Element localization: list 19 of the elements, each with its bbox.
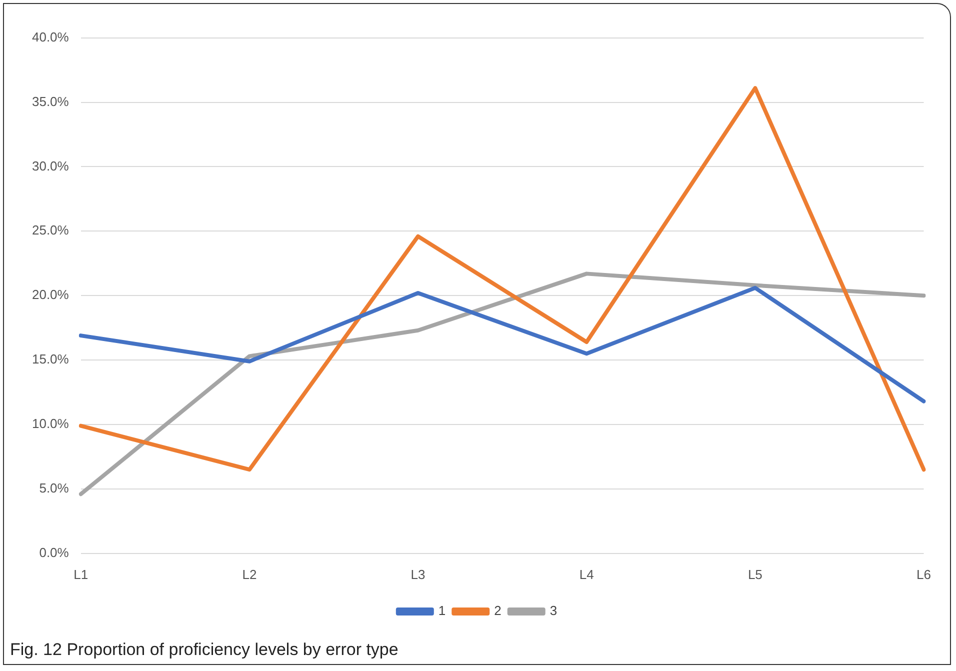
y-tick-label: 15.0% — [32, 352, 70, 367]
legend-label: 1 — [438, 603, 446, 618]
x-tick-label: L4 — [579, 566, 594, 582]
y-tick-label: 25.0% — [32, 222, 70, 238]
y-tick-label: 30.0% — [32, 158, 70, 174]
y-tick-label: 35.0% — [32, 94, 70, 109]
y-tick-label: 10.0% — [32, 416, 70, 432]
y-tick-label: 0.0% — [39, 544, 70, 560]
x-tick-label: L6 — [916, 566, 932, 582]
x-tick-label: L1 — [74, 566, 88, 582]
y-tick-label: 40.0% — [32, 29, 70, 44]
y-tick-label: 5.0% — [39, 480, 70, 496]
legend-label: 2 — [494, 603, 502, 618]
legend-label: 3 — [550, 603, 558, 618]
x-tick-label: L3 — [410, 566, 426, 582]
x-tick-label: L2 — [242, 566, 257, 582]
x-tick-label: L5 — [748, 566, 762, 582]
caption: Fig. 12 Proportion of proficiency levels by error type — [10, 640, 398, 660]
y-tick-label: 20.0% — [32, 287, 70, 302]
